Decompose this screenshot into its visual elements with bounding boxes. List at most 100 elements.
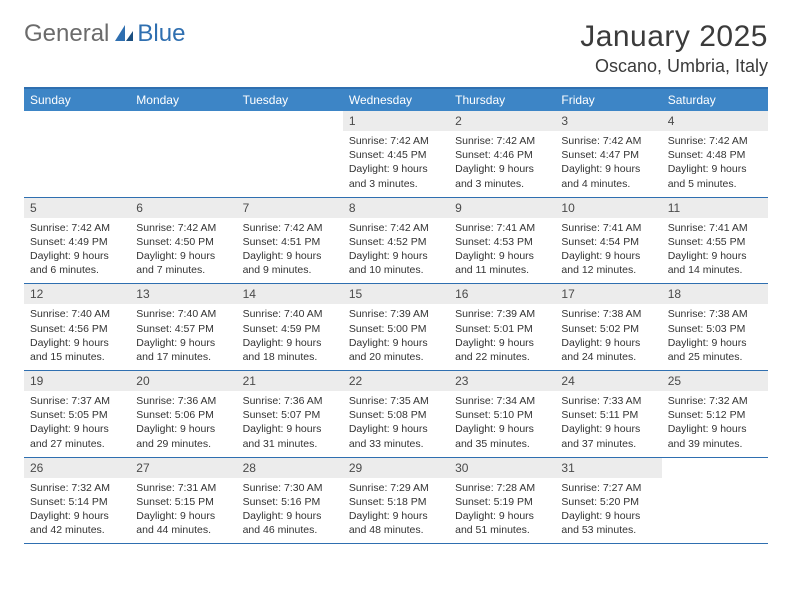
day-header-row: SundayMondayTuesdayWednesdayThursdayFrid…: [24, 88, 768, 111]
sunset-line: Sunset: 4:53 PM: [455, 235, 549, 249]
daylight-line: Daylight: 9 hours and 3 minutes.: [455, 162, 549, 190]
daylight-line: Daylight: 9 hours and 24 minutes.: [561, 336, 655, 364]
day-detail-cell: Sunrise: 7:42 AMSunset: 4:47 PMDaylight:…: [555, 131, 661, 197]
sunrise-line: Sunrise: 7:41 AM: [561, 221, 655, 235]
sunrise-line: Sunrise: 7:42 AM: [349, 221, 443, 235]
day-number-cell: 24: [555, 371, 661, 392]
day-detail-cell: [237, 131, 343, 197]
sunset-line: Sunset: 5:00 PM: [349, 322, 443, 336]
daylight-line: Daylight: 9 hours and 11 minutes.: [455, 249, 549, 277]
sunset-line: Sunset: 5:02 PM: [561, 322, 655, 336]
day-number-cell: 19: [24, 371, 130, 392]
sunset-line: Sunset: 4:47 PM: [561, 148, 655, 162]
sunrise-line: Sunrise: 7:40 AM: [30, 307, 124, 321]
sunset-line: Sunset: 5:08 PM: [349, 408, 443, 422]
header: General Blue January 2025 Oscano, Umbria…: [24, 20, 768, 77]
sunrise-line: Sunrise: 7:36 AM: [136, 394, 230, 408]
day-detail-cell: Sunrise: 7:31 AMSunset: 5:15 PMDaylight:…: [130, 478, 236, 544]
day-detail-cell: Sunrise: 7:40 AMSunset: 4:57 PMDaylight:…: [130, 304, 236, 370]
day-header: Friday: [555, 88, 661, 111]
day-detail-cell: [130, 131, 236, 197]
sunset-line: Sunset: 5:18 PM: [349, 495, 443, 509]
day-detail-cell: Sunrise: 7:40 AMSunset: 4:56 PMDaylight:…: [24, 304, 130, 370]
day-number-cell: 6: [130, 197, 236, 218]
daylight-line: Daylight: 9 hours and 53 minutes.: [561, 509, 655, 537]
day-header: Wednesday: [343, 88, 449, 111]
sunrise-line: Sunrise: 7:40 AM: [243, 307, 337, 321]
day-number-cell: 21: [237, 371, 343, 392]
day-header: Monday: [130, 88, 236, 111]
day-number-cell: 18: [662, 284, 768, 305]
daylight-line: Daylight: 9 hours and 4 minutes.: [561, 162, 655, 190]
sunset-line: Sunset: 5:12 PM: [668, 408, 762, 422]
brand-part1: General: [24, 20, 109, 48]
sunset-line: Sunset: 4:55 PM: [668, 235, 762, 249]
daylight-line: Daylight: 9 hours and 35 minutes.: [455, 422, 549, 450]
sunset-line: Sunset: 4:49 PM: [30, 235, 124, 249]
day-detail-cell: Sunrise: 7:36 AMSunset: 5:07 PMDaylight:…: [237, 391, 343, 457]
sunrise-line: Sunrise: 7:42 AM: [668, 134, 762, 148]
day-detail-cell: Sunrise: 7:32 AMSunset: 5:12 PMDaylight:…: [662, 391, 768, 457]
sunrise-line: Sunrise: 7:38 AM: [668, 307, 762, 321]
day-detail-cell: Sunrise: 7:42 AMSunset: 4:50 PMDaylight:…: [130, 218, 236, 284]
daylight-line: Daylight: 9 hours and 17 minutes.: [136, 336, 230, 364]
sunrise-line: Sunrise: 7:39 AM: [349, 307, 443, 321]
day-number-cell: [130, 111, 236, 131]
daylight-line: Daylight: 9 hours and 7 minutes.: [136, 249, 230, 277]
sunset-line: Sunset: 5:15 PM: [136, 495, 230, 509]
sunset-line: Sunset: 4:45 PM: [349, 148, 443, 162]
day-detail-cell: Sunrise: 7:32 AMSunset: 5:14 PMDaylight:…: [24, 478, 130, 544]
day-detail-cell: [662, 478, 768, 544]
day-number-cell: 22: [343, 371, 449, 392]
day-number-cell: 16: [449, 284, 555, 305]
sunset-line: Sunset: 4:57 PM: [136, 322, 230, 336]
sunset-line: Sunset: 5:10 PM: [455, 408, 549, 422]
sunrise-line: Sunrise: 7:29 AM: [349, 481, 443, 495]
month-title: January 2025: [580, 20, 768, 54]
sunrise-line: Sunrise: 7:41 AM: [455, 221, 549, 235]
brand-part2: Blue: [137, 20, 185, 48]
day-detail-cell: Sunrise: 7:27 AMSunset: 5:20 PMDaylight:…: [555, 478, 661, 544]
sunrise-line: Sunrise: 7:34 AM: [455, 394, 549, 408]
day-number-cell: 9: [449, 197, 555, 218]
daylight-line: Daylight: 9 hours and 46 minutes.: [243, 509, 337, 537]
day-detail-cell: Sunrise: 7:40 AMSunset: 4:59 PMDaylight:…: [237, 304, 343, 370]
day-number-cell: 26: [24, 457, 130, 478]
day-number-cell: 12: [24, 284, 130, 305]
sunset-line: Sunset: 5:03 PM: [668, 322, 762, 336]
detail-row: Sunrise: 7:42 AM Sunset: 4:45 PM Daylight:…: [24, 131, 768, 197]
day-number-cell: 3: [555, 111, 661, 131]
sunset-line: Sunset: 5:19 PM: [455, 495, 549, 509]
sunset-line: Sunset: 4:51 PM: [243, 235, 337, 249]
day-number-cell: 27: [130, 457, 236, 478]
day-detail-cell: Sunrise: 7:38 AMSunset: 5:03 PMDaylight:…: [662, 304, 768, 370]
day-detail-cell: Sunrise: 7:33 AMSunset: 5:11 PMDaylight:…: [555, 391, 661, 457]
daylight-line: Daylight: 9 hours and 48 minutes.: [349, 509, 443, 537]
day-number-cell: [24, 111, 130, 131]
daynum-row: 19202122232425: [24, 371, 768, 392]
day-number-cell: 29: [343, 457, 449, 478]
sunset-line: Sunset: 4:50 PM: [136, 235, 230, 249]
daylight-line: Daylight: 9 hours and 15 minutes.: [30, 336, 124, 364]
sunrise-line: Sunrise: 7:42 AM: [136, 221, 230, 235]
day-number-cell: 20: [130, 371, 236, 392]
sunset-line: Sunset: 5:16 PM: [243, 495, 337, 509]
daylight-line: Daylight: 9 hours and 12 minutes.: [561, 249, 655, 277]
daylight-line: Daylight: 9 hours and 20 minutes.: [349, 336, 443, 364]
day-detail-cell: Sunrise: 7:42 AMSunset: 4:48 PMDaylight:…: [662, 131, 768, 197]
day-detail-cell: [24, 131, 130, 197]
sunrise-line: Sunrise: 7:38 AM: [561, 307, 655, 321]
daynum-row: 1234: [24, 111, 768, 131]
day-detail-cell: Sunrise: 7:42 AMSunset: 4:51 PMDaylight:…: [237, 218, 343, 284]
day-detail-cell: Sunrise: 7:29 AMSunset: 5:18 PMDaylight:…: [343, 478, 449, 544]
daylight-line: Daylight: 9 hours and 5 minutes.: [668, 162, 762, 190]
day-number-cell: 11: [662, 197, 768, 218]
brand-logo: General Blue: [24, 20, 185, 48]
daylight-line: Daylight: 9 hours and 29 minutes.: [136, 422, 230, 450]
sunset-line: Sunset: 5:14 PM: [30, 495, 124, 509]
sunset-line: Sunset: 5:05 PM: [30, 408, 124, 422]
day-number-cell: 5: [24, 197, 130, 218]
daylight-line: Daylight: 9 hours and 22 minutes.: [455, 336, 549, 364]
location: Oscano, Umbria, Italy: [580, 56, 768, 77]
day-number-cell: 8: [343, 197, 449, 218]
